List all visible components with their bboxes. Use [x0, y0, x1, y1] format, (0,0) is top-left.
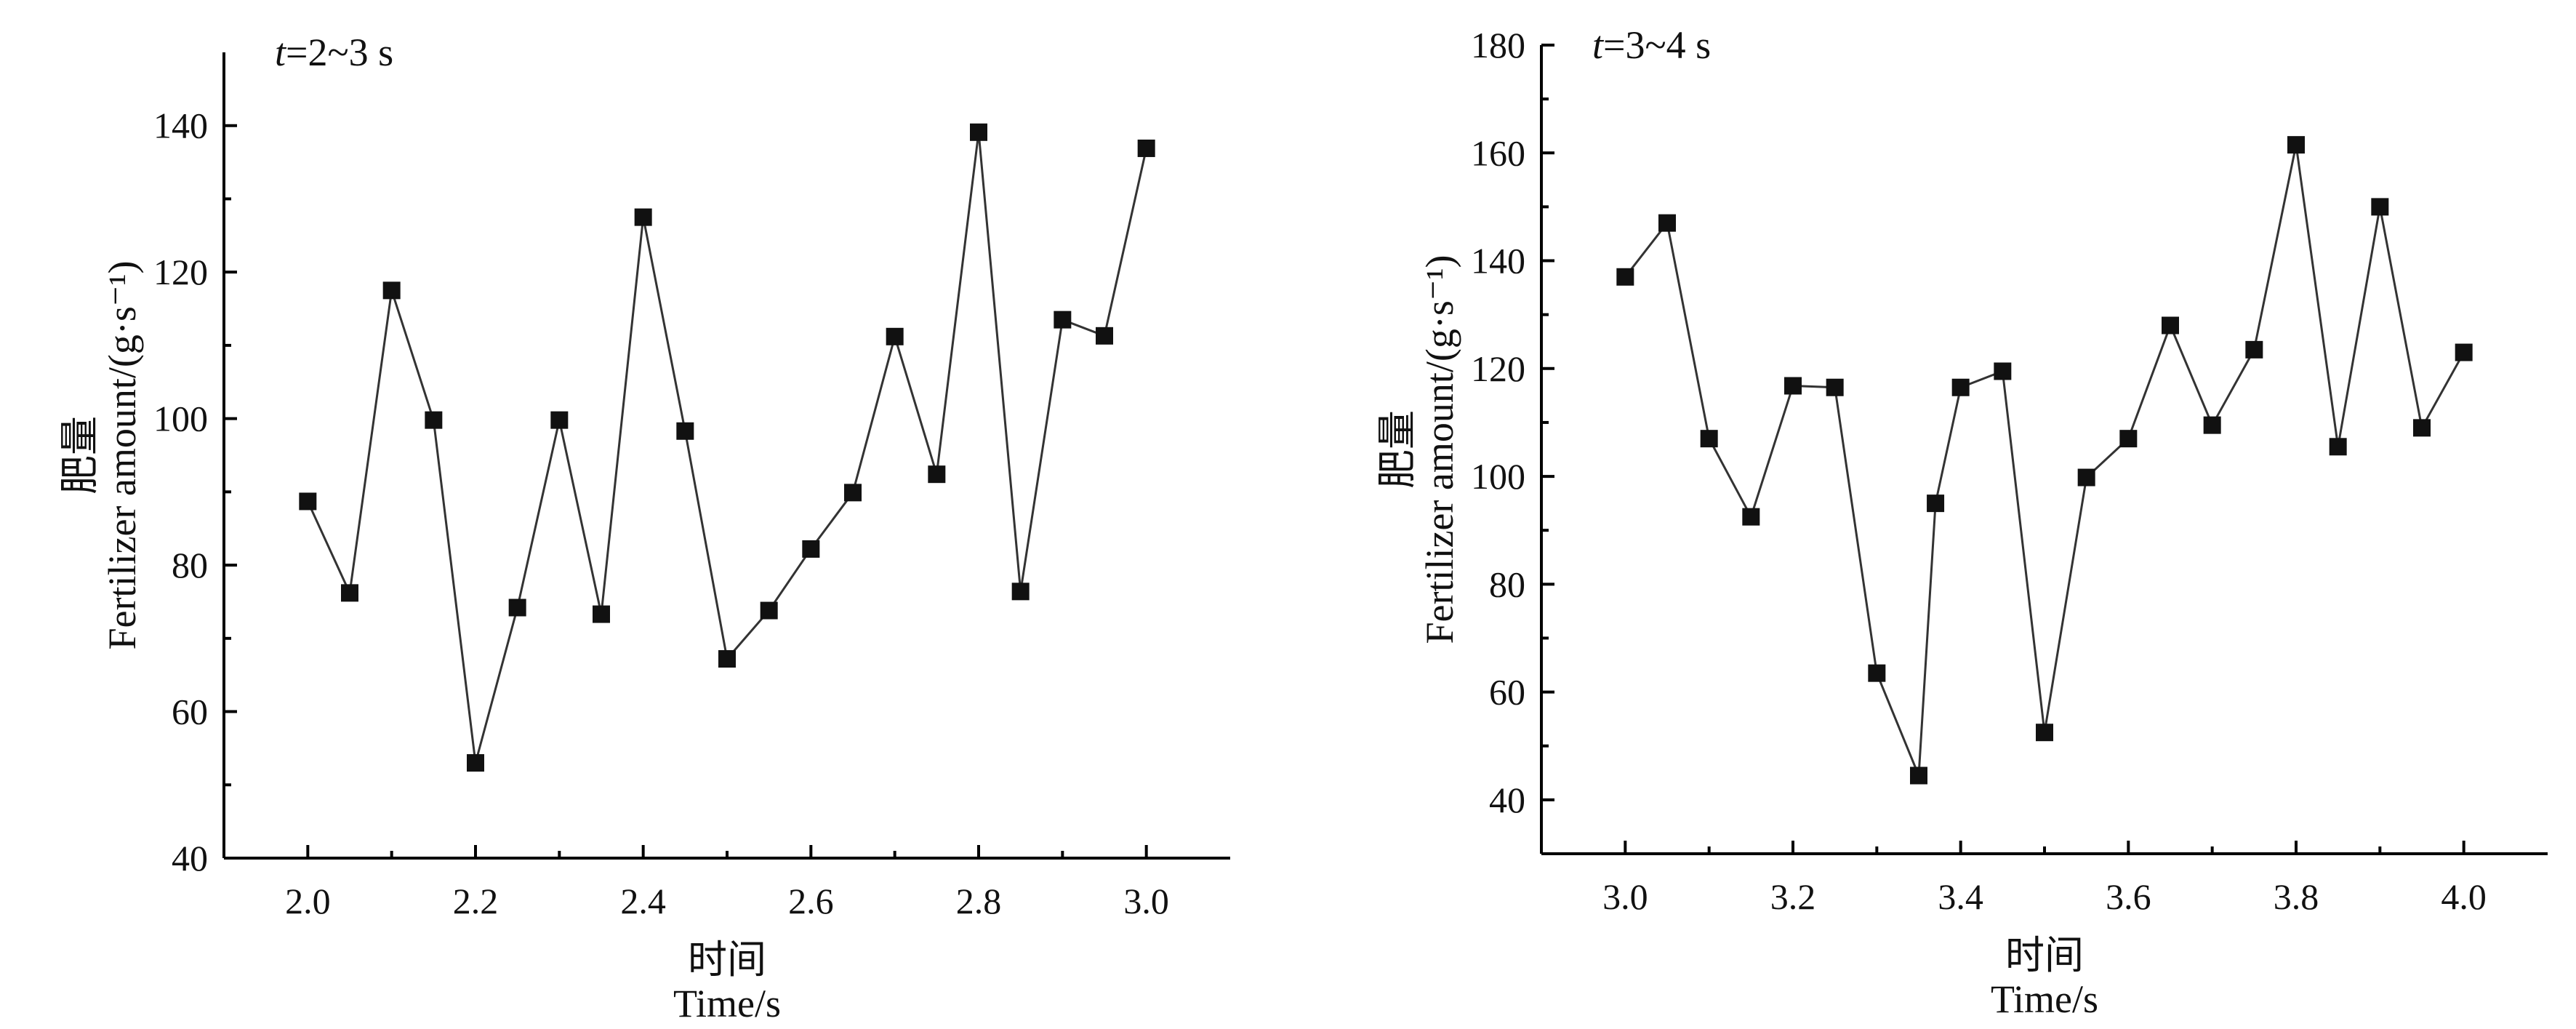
y-tick-label: 120: [153, 252, 208, 292]
x-axis-title-cn: 时间: [2005, 934, 2084, 977]
x-tick-label: 2.4: [620, 881, 666, 921]
x-tick-label: 3.0: [1602, 876, 1648, 917]
annotation-variable: t: [275, 31, 287, 74]
data-point: [760, 601, 778, 620]
x-tick-label: 2.0: [285, 881, 331, 921]
y-tick-label: 100: [1471, 456, 1525, 497]
y-tick-label: 120: [1471, 348, 1525, 389]
x-tick-label: 2.8: [956, 881, 1002, 921]
x-tick-label: 2.6: [788, 881, 834, 921]
data-point: [299, 492, 317, 511]
y-tick-label: 40: [1489, 780, 1525, 820]
data-point: [2036, 724, 2053, 742]
y-tick-label: 180: [1471, 25, 1525, 65]
data-point: [508, 598, 526, 617]
panel-annotation: t=2~3 s: [275, 31, 393, 74]
data-point: [1994, 362, 2012, 380]
data-point: [1784, 377, 1802, 395]
y-axis-title: Fertilizer amount/(g·s⁻¹): [1418, 255, 1461, 644]
x-tick-label: 3.4: [1938, 876, 1983, 917]
data-point: [1096, 327, 1113, 345]
data-point: [2077, 468, 2095, 487]
data-point: [1868, 664, 1886, 682]
y-tick-label: 60: [172, 692, 208, 732]
data-point: [425, 411, 443, 429]
data-point: [467, 754, 484, 772]
x-axis-title: Time/s: [1991, 977, 2098, 1021]
data-point: [928, 465, 946, 484]
data-point: [1137, 139, 1155, 157]
y-axis-title-cn: 肥量: [58, 416, 102, 495]
series-line: [306, 132, 1148, 764]
data-point: [1700, 430, 1718, 448]
data-point: [341, 584, 358, 602]
data-point: [1658, 214, 1676, 232]
data-point: [2455, 343, 2473, 361]
data-point: [1927, 495, 1945, 513]
y-tick-label: 80: [1489, 564, 1525, 604]
data-point: [676, 422, 694, 440]
data-point: [718, 650, 736, 668]
annotation-variable: t: [1592, 23, 1605, 67]
data-point: [593, 605, 610, 623]
data-point: [1951, 378, 1970, 396]
y-tick-label: 100: [153, 399, 208, 439]
series-line: [1624, 144, 2465, 777]
chart-panel-right: 40 60 80 100 120 140 160 180 3.0 3.2 3.4 3.6 3.8 4.0 时…: [1376, 23, 2548, 1021]
data-point: [2162, 316, 2179, 335]
y-tick-label: 140: [153, 105, 208, 146]
data-point: [634, 208, 652, 226]
data-point: [2329, 438, 2347, 456]
data-point: [844, 484, 862, 502]
x-tick-label: 4.0: [2441, 876, 2487, 917]
data-point: [382, 281, 401, 300]
data-point: [1910, 766, 1927, 785]
chart-panel-left: 40 60 80 100 120 140 2.0 2.2 2.4 2.6 2.8 3.0 时间Time/…: [58, 31, 1230, 1025]
annotation-range: =3~4 s: [1603, 23, 1711, 67]
y-tick-label: 160: [1471, 132, 1525, 173]
x-axis-title-cn: 时间: [688, 938, 766, 982]
data-point: [1742, 508, 1760, 526]
data-point: [1011, 582, 1030, 601]
data-point: [2413, 419, 2431, 437]
data-point: [2287, 136, 2305, 154]
y-axis-title: Fertilizer amount/(g·s⁻¹): [100, 260, 144, 649]
data-point: [1616, 268, 1634, 286]
data-point: [2245, 340, 2263, 359]
data-point: [2119, 430, 2138, 448]
data-point: [1826, 378, 1844, 396]
x-axis-title: Time/s: [673, 982, 781, 1025]
y-tick-label: 80: [172, 545, 208, 585]
data-point: [2371, 198, 2389, 216]
x-tick-label: 3.0: [1123, 881, 1169, 921]
panel-annotation: t=3~4 s: [1592, 23, 1711, 67]
data-point: [1054, 311, 1072, 329]
x-tick-label: 3.8: [2274, 876, 2319, 917]
y-tick-label: 140: [1471, 241, 1525, 281]
data-point: [970, 123, 987, 141]
y-tick-label: 40: [172, 838, 208, 878]
x-tick-label: 3.2: [1770, 876, 1816, 917]
data-point: [2203, 416, 2221, 434]
y-tick-label: 60: [1489, 672, 1525, 713]
x-tick-label: 2.2: [453, 881, 499, 921]
data-point: [802, 540, 820, 558]
annotation-range: =2~3 s: [286, 31, 393, 74]
y-axis-title-cn: 肥量: [1376, 410, 1419, 489]
data-point: [886, 327, 904, 345]
data-point: [550, 411, 569, 429]
x-tick-label: 3.6: [2106, 876, 2151, 917]
